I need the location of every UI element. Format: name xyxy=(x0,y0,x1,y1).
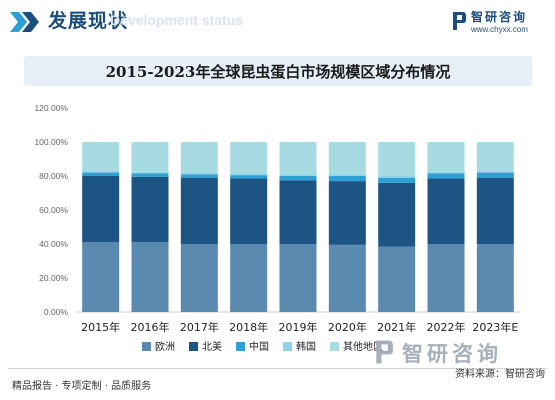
bar-segment xyxy=(131,242,169,312)
footer-brand: 智研咨询 xyxy=(402,342,502,366)
bar-segment xyxy=(328,176,366,182)
bar-segment xyxy=(476,172,514,178)
bar-segment xyxy=(230,173,268,176)
bar-segment xyxy=(131,171,169,174)
bar-segment xyxy=(230,142,268,174)
footer: 精品报告 · 专项定制 · 品质服务 智研咨询 资料来源：智研咨询 xyxy=(0,340,555,400)
brand-url: www.chyxx.com xyxy=(471,25,528,34)
bar-segment xyxy=(230,178,268,244)
y-tick-label: 40.00% xyxy=(39,239,68,249)
bar-segment xyxy=(82,172,120,176)
bar-segment xyxy=(328,174,366,176)
bar-segment xyxy=(427,142,465,172)
bar-segment xyxy=(230,175,268,179)
legend-label: 其他地区 xyxy=(343,340,383,353)
bar-segment xyxy=(180,174,218,178)
x-tick-label: 2018年 xyxy=(229,320,268,334)
bar-segment xyxy=(131,142,169,172)
bar-segment xyxy=(378,142,416,176)
bar-segment xyxy=(427,244,465,312)
header: 发展现状 Development status 智研咨询 www.chyxx.c… xyxy=(0,0,555,44)
bar-segment xyxy=(180,142,218,173)
x-tick-label: 2021年 xyxy=(377,320,416,334)
bar-segment xyxy=(82,242,120,312)
x-tick-label: 2016年 xyxy=(131,320,170,334)
legend-swatch xyxy=(283,342,292,351)
y-tick-label: 60.00% xyxy=(39,205,68,215)
stacked-bar-chart: 0.00% 20.00% 40.00% 60.00% 80.00% 100.00% 120.… xyxy=(34,103,520,353)
bar-segment xyxy=(82,170,120,173)
bar-segment xyxy=(180,244,218,312)
legend-label: 中国 xyxy=(249,340,269,353)
section-title: 发展现状 xyxy=(48,10,129,32)
bar-segment xyxy=(378,246,416,312)
x-tick-label: 2022年 xyxy=(427,320,466,334)
bar-segment xyxy=(131,176,169,243)
footer-logo-icon xyxy=(376,340,393,364)
bar-segment xyxy=(279,174,317,176)
bar-segment xyxy=(279,180,317,244)
bar-segment xyxy=(328,244,366,312)
legend-swatch xyxy=(330,342,339,351)
bar-segment xyxy=(476,177,514,244)
legend-label: 欧洲 xyxy=(155,341,175,353)
bar-segment xyxy=(378,182,416,247)
double-chevron-icon xyxy=(10,12,39,32)
bar-segment xyxy=(427,178,465,244)
chart-title-bar: 2015-2023年全球昆虫蛋白市场规模区域分布情况 xyxy=(24,56,532,86)
legend-swatch xyxy=(142,342,151,351)
bar-segment xyxy=(328,142,366,175)
y-tick-label: 20.00% xyxy=(39,273,68,283)
bar-segment xyxy=(427,171,465,174)
legend-label: 北美 xyxy=(202,340,222,353)
bar-segment xyxy=(328,181,366,245)
bar-segment xyxy=(279,176,317,181)
bar-segment xyxy=(378,177,416,183)
y-tick-label: 100.00% xyxy=(34,137,68,147)
section-subtitle: Development status xyxy=(110,12,244,28)
legend-label: 韩国 xyxy=(296,340,316,353)
footer-divider xyxy=(8,368,547,369)
legend-swatch xyxy=(236,342,245,351)
x-tick-label: 2017年 xyxy=(180,320,219,334)
bar-segment xyxy=(279,244,317,312)
legend-swatch xyxy=(189,342,198,351)
y-tick-label: 0.00% xyxy=(44,307,69,317)
brand-logo-icon xyxy=(453,12,466,30)
bar-segment xyxy=(476,170,514,173)
bar-segment xyxy=(427,173,465,179)
bar-segment xyxy=(180,172,218,175)
source-note: 资料来源：智研咨询 xyxy=(455,369,545,380)
chart-title: 2015-2023年全球昆虫蛋白市场规模区域分布情况 xyxy=(105,62,451,81)
y-tick-label: 120.00% xyxy=(34,103,68,113)
bar-segment xyxy=(378,176,416,178)
brand-name: 智研咨询 xyxy=(471,10,528,24)
bar-segment xyxy=(279,142,317,175)
footer-slogan: 精品报告 · 专项定制 · 品质服务 xyxy=(12,381,152,392)
x-tick-label: 2023年E xyxy=(472,320,518,334)
x-tick-label: 2019年 xyxy=(279,320,318,334)
x-tick-label: 2015年 xyxy=(81,320,120,334)
brand-logo-block: 智研咨询 www.chyxx.com xyxy=(451,8,543,38)
bar-segment xyxy=(476,244,514,312)
y-tick-label: 80.00% xyxy=(39,171,68,181)
x-tick-label: 2020年 xyxy=(328,320,367,334)
bar-segment xyxy=(82,176,120,243)
bar-segment xyxy=(476,142,514,171)
bar-segment xyxy=(82,142,120,171)
bar-segment xyxy=(180,177,218,244)
bar-segment xyxy=(230,244,268,312)
bar-segment xyxy=(131,173,169,177)
